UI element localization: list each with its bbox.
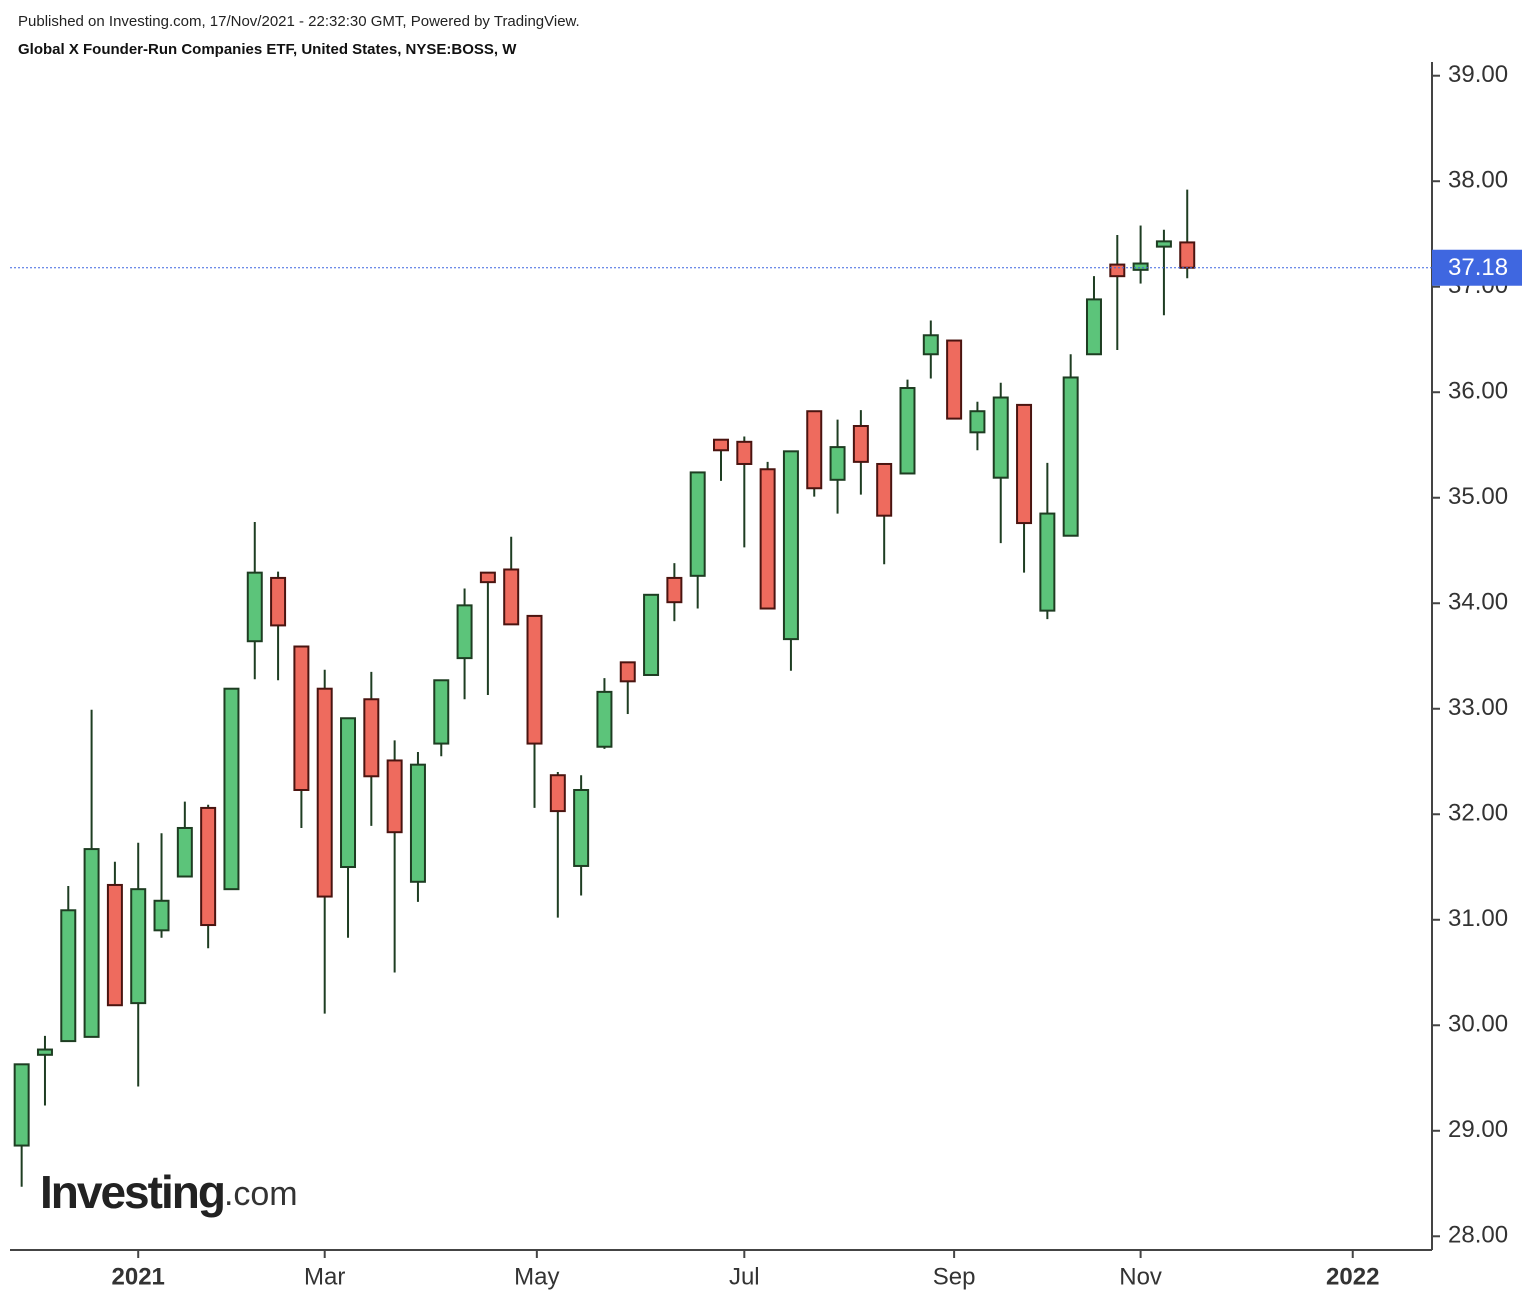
candle-body <box>386 759 403 834</box>
candle-body <box>899 387 916 475</box>
candle-body <box>60 909 77 1043</box>
y-tick-label: 34.00 <box>1448 589 1508 616</box>
candle-body <box>829 446 846 481</box>
candle-body <box>526 614 543 745</box>
logo: Investing.com <box>40 1166 298 1218</box>
candle-body <box>503 568 520 626</box>
candle-body <box>433 679 450 745</box>
candle-body <box>806 410 823 490</box>
y-tick-label: 35.00 <box>1448 483 1508 510</box>
candle-body <box>666 576 683 604</box>
candle-body <box>1039 512 1056 612</box>
x-tick-label: Nov <box>1119 1263 1162 1290</box>
last-price-label: 37.18 <box>1448 254 1508 281</box>
candle-body <box>409 763 426 883</box>
candle-body <box>1062 376 1079 537</box>
y-tick-label: 29.00 <box>1448 1116 1508 1143</box>
candle-body <box>713 438 729 452</box>
candle-body <box>293 645 310 791</box>
candle-body <box>782 450 799 641</box>
candle-body <box>223 687 240 891</box>
x-tick-label: Mar <box>304 1263 345 1290</box>
candle-body <box>13 1063 30 1147</box>
candle-body <box>1016 403 1033 525</box>
candle-body <box>573 788 590 867</box>
candle-body <box>83 848 100 1038</box>
candle-body <box>689 471 706 577</box>
candle-body <box>270 576 287 627</box>
x-tick-label: Sep <box>933 1263 976 1290</box>
candle-body <box>969 410 986 434</box>
candle-body <box>619 661 636 683</box>
candle-body <box>992 396 1009 479</box>
y-tick-label: 28.00 <box>1448 1222 1508 1249</box>
x-tick-label: May <box>514 1263 559 1290</box>
candle-body <box>130 888 147 1005</box>
y-tick-label: 33.00 <box>1448 694 1508 721</box>
y-tick-label: 36.00 <box>1448 378 1508 405</box>
candle-body <box>1155 240 1172 248</box>
y-tick-label: 30.00 <box>1448 1011 1508 1038</box>
candle-body <box>340 717 357 869</box>
y-tick-label: 39.00 <box>1448 61 1508 88</box>
candle-body <box>876 462 893 517</box>
candle-body <box>363 698 380 778</box>
candle-body <box>946 339 963 420</box>
candle-body <box>456 604 473 660</box>
chart-title: Global X Founder-Run Companies ETF, Unit… <box>18 41 517 58</box>
candle-body <box>596 690 613 748</box>
y-tick-label: 32.00 <box>1448 800 1508 827</box>
candle-body <box>153 899 170 932</box>
x-tick-label: 2022 <box>1326 1263 1379 1290</box>
y-tick-label: 38.00 <box>1448 167 1508 194</box>
candle-body <box>479 571 496 584</box>
candle-body <box>736 440 753 465</box>
x-tick-label: 2021 <box>112 1263 165 1290</box>
candle-body <box>246 571 263 643</box>
last-price-box <box>1432 249 1522 286</box>
candle-body <box>200 806 217 927</box>
candle-body <box>549 774 566 813</box>
candle-body <box>1179 241 1196 269</box>
candle-body <box>36 1048 53 1056</box>
candle-body <box>759 468 776 610</box>
candle-body <box>922 334 939 356</box>
candle-body <box>1132 262 1149 271</box>
candle-body <box>1085 298 1102 356</box>
y-tick-label: 31.00 <box>1448 905 1508 932</box>
candle-body <box>106 883 123 1007</box>
candle-body <box>852 424 869 463</box>
candle-body <box>316 687 333 898</box>
candle-body <box>176 826 193 878</box>
candle-body <box>1109 263 1126 278</box>
x-tick-label: Jul <box>729 1263 760 1290</box>
published-note: Published on Investing.com, 17/Nov/2021 … <box>18 13 580 30</box>
candle-body <box>643 593 660 676</box>
